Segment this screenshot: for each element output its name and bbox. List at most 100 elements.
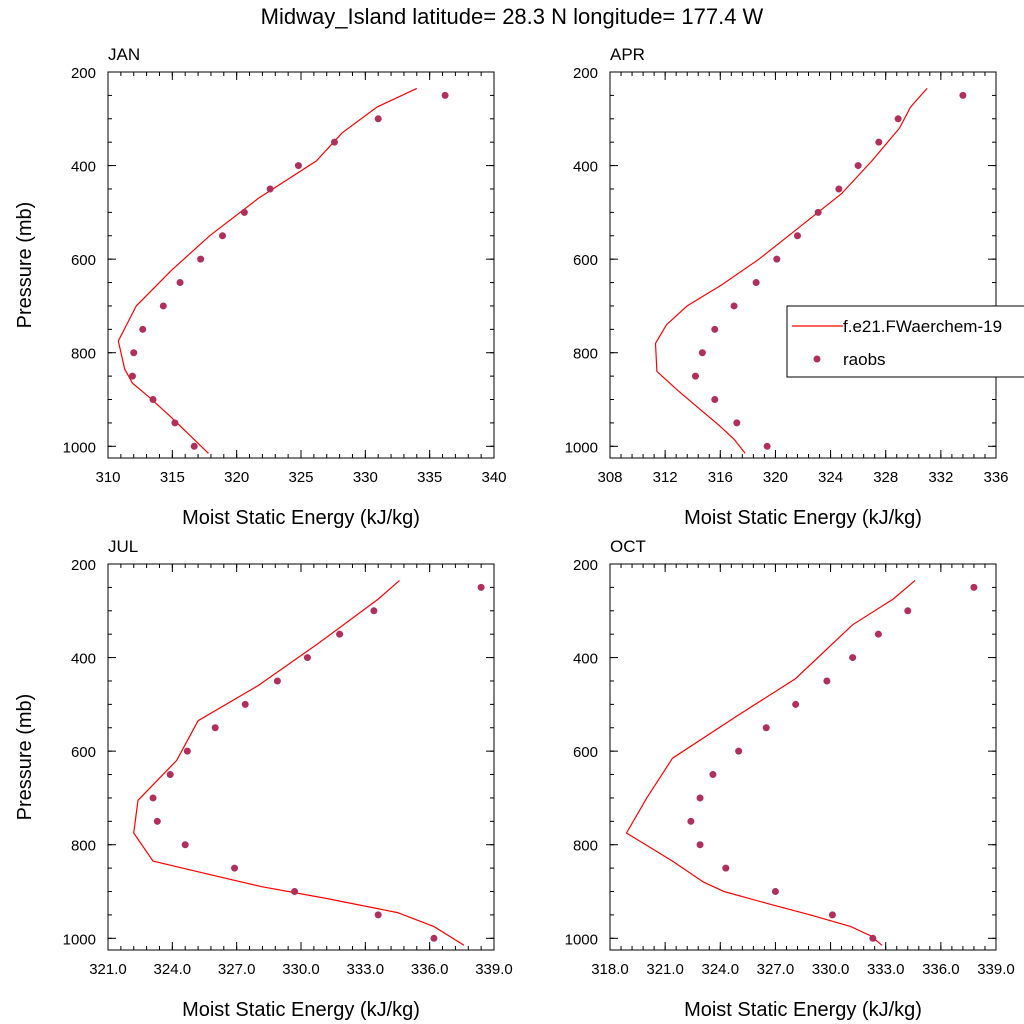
- raobs-point: [691, 372, 699, 380]
- raobs-point: [130, 349, 138, 357]
- x-tick-label: 340: [481, 469, 506, 486]
- plot-frame: [609, 563, 997, 951]
- legend-marker-label: raobs: [843, 350, 886, 369]
- x-tick-label: 332: [928, 469, 953, 486]
- raobs-point: [240, 208, 248, 216]
- raobs-point: [792, 700, 800, 708]
- raobs-point: [773, 255, 781, 263]
- x-tick-label: 320: [224, 469, 249, 486]
- raobs-point: [771, 888, 779, 896]
- raobs-point: [904, 607, 912, 615]
- raobs-point: [430, 934, 438, 942]
- raobs-point: [828, 911, 836, 919]
- x-tick-label: 328: [873, 469, 898, 486]
- x-tick-label: 336: [983, 469, 1008, 486]
- panel-oct: OCT 318.0 321.0 324.0 327.0 330.0 333.0 336.0 33…: [565, 537, 1015, 1021]
- raobs-point: [814, 208, 822, 216]
- x-tick-label: 318.0: [591, 961, 629, 978]
- raobs-point: [849, 654, 857, 662]
- y-tick-label: 1000: [63, 931, 96, 948]
- raobs-point: [441, 91, 449, 99]
- x-tick-label: 310: [95, 469, 120, 486]
- x-tick-label: 336.0: [922, 961, 960, 978]
- x-axis-label: Moist Static Energy (kJ/kg): [182, 999, 420, 1021]
- y-tick-label: 200: [71, 65, 96, 82]
- raobs-point: [330, 138, 338, 146]
- x-tick-label: 336.0: [411, 961, 449, 978]
- x-axis-label: Moist Static Energy (kJ/kg): [182, 507, 420, 529]
- x-tick-label: 327.0: [218, 961, 256, 978]
- raobs-point: [241, 700, 249, 708]
- raobs-point: [149, 396, 157, 404]
- raobs-point: [763, 442, 771, 450]
- legend-box: [786, 305, 1024, 378]
- x-tick-label: 335: [417, 469, 442, 486]
- panel-apr: APR 308 312 316 320 324 328 332 336 200 400 600 800 1…: [565, 45, 1009, 529]
- y-tick-label: 800: [71, 838, 96, 855]
- raobs-point: [149, 794, 157, 802]
- raobs-point: [875, 138, 883, 146]
- raobs-point: [266, 185, 274, 193]
- y-tick-label: 200: [573, 65, 598, 82]
- y-tick-label: 800: [71, 346, 96, 363]
- raobs-point: [959, 91, 967, 99]
- raobs-point: [722, 864, 730, 872]
- panel-label: JUL: [108, 537, 138, 556]
- raobs-point: [477, 583, 485, 591]
- y-tick-label: 400: [71, 651, 96, 668]
- panel-label: APR: [610, 45, 645, 64]
- x-tick-label: 321.0: [646, 961, 684, 978]
- x-tick-label: 330.0: [812, 961, 850, 978]
- raobs-point: [894, 115, 902, 123]
- plot-frame: [107, 563, 495, 951]
- raobs-point: [793, 232, 801, 240]
- y-tick-label: 600: [71, 252, 96, 269]
- legend: f.e21.FWaerchem-19 raobs: [786, 305, 1024, 378]
- raobs-point: [374, 115, 382, 123]
- raobs-point: [294, 162, 302, 170]
- y-tick-label: 1000: [63, 439, 96, 456]
- raobs-point: [197, 255, 205, 263]
- raobs-point: [696, 794, 704, 802]
- x-tick-label: 333.0: [867, 961, 905, 978]
- x-tick-label: 330.0: [282, 961, 320, 978]
- model-series-line: [625, 579, 916, 946]
- x-tick-label: 316: [708, 469, 733, 486]
- raobs-point: [291, 888, 299, 896]
- raobs-point: [874, 630, 882, 638]
- raobs-point: [153, 817, 161, 825]
- y-tick-label: 200: [71, 557, 96, 574]
- x-axis-label: Moist Static Energy (kJ/kg): [684, 999, 922, 1021]
- y-tick-label: 1000: [565, 439, 598, 456]
- raobs-point: [709, 771, 717, 779]
- x-tick-label: 324.0: [702, 961, 740, 978]
- panel-jan: JAN 310 315 320 325 330 335 340 200 400 600 800 1000…: [14, 45, 507, 529]
- y-tick-label: 600: [71, 744, 96, 761]
- raobs-point: [823, 677, 831, 685]
- model-series-line: [117, 87, 418, 454]
- raobs-point: [303, 654, 311, 662]
- raobs-point: [336, 630, 344, 638]
- raobs-point: [219, 232, 227, 240]
- x-axis-label: Moist Static Energy (kJ/kg): [684, 507, 922, 529]
- plot-frame: [609, 71, 997, 459]
- legend-marker-sample: [813, 355, 821, 363]
- raobs-point: [166, 771, 174, 779]
- x-tick-label: 330: [353, 469, 378, 486]
- y-tick-label: 800: [573, 346, 598, 363]
- raobs-point: [181, 841, 189, 849]
- panel-label: OCT: [610, 537, 646, 556]
- raobs-point: [970, 583, 978, 591]
- model-series-line: [133, 579, 465, 946]
- figure-title: Midway_Island latitude= 28.3 N longitude…: [260, 4, 764, 29]
- raobs-point: [735, 747, 743, 755]
- y-tick-label: 200: [573, 557, 598, 574]
- raobs-point: [854, 162, 862, 170]
- x-tick-label: 321.0: [89, 961, 127, 978]
- raobs-point: [733, 419, 741, 427]
- raobs-point: [711, 325, 719, 333]
- x-tick-label: 324.0: [154, 961, 192, 978]
- plot-frame: [107, 71, 495, 459]
- y-tick-label: 600: [573, 252, 598, 269]
